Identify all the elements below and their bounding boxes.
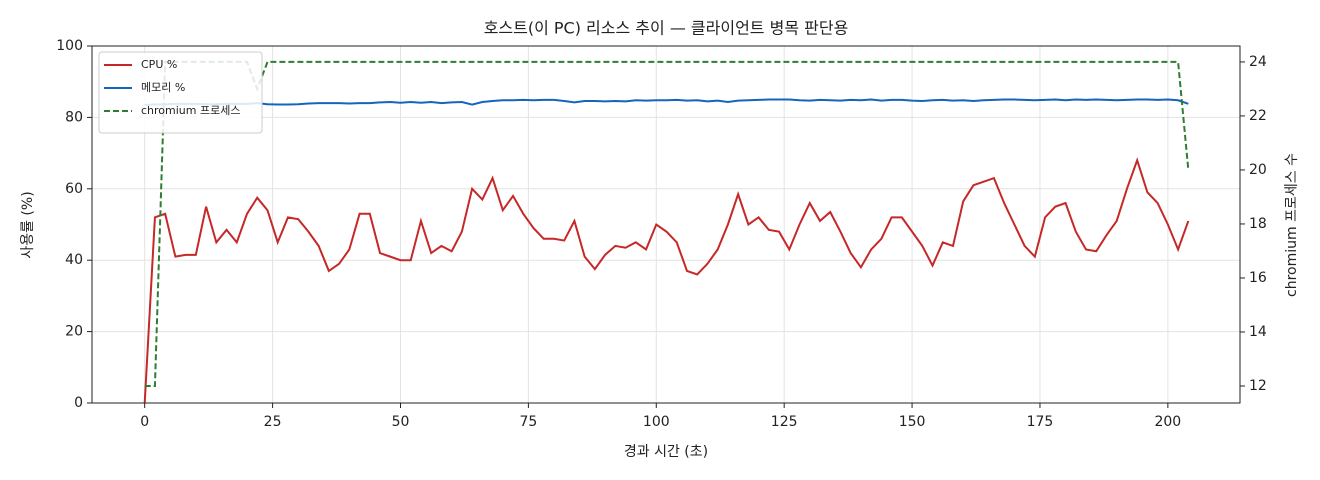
x-tick-label: 175: [1027, 414, 1054, 430]
x-tick-label: 125: [771, 414, 798, 430]
x-tick-label: 200: [1154, 414, 1181, 430]
x-tick-label: 25: [264, 414, 282, 430]
legend-label: chromium 프로세스: [141, 104, 240, 117]
series-line: [144, 98, 1189, 106]
legend-label: 메모리 %: [141, 81, 185, 94]
x-tick-label: 50: [392, 414, 410, 430]
x-tick-label: 100: [643, 414, 670, 430]
plot-frame: [91, 45, 1241, 404]
y2-axis-label: chromium 프로세스 수: [1284, 153, 1300, 297]
y-axis-label: 사용률 (%): [20, 191, 36, 258]
x-tick-label: 0: [140, 414, 149, 430]
y-tick-label: 60: [65, 181, 83, 197]
y2-tick-label: 12: [1249, 378, 1267, 394]
legend-box: [98, 51, 263, 134]
y-tick-label: 0: [74, 395, 83, 411]
x-tick-label: 75: [519, 414, 537, 430]
y2-tick-label: 18: [1249, 216, 1267, 232]
x-axis-label: 경과 시간 (초): [624, 444, 708, 460]
series-line: [143, 157, 1190, 403]
y2-tick-label: 20: [1249, 162, 1267, 178]
y-tick-label: 100: [56, 38, 83, 54]
x-tick-label: 150: [899, 414, 926, 430]
series-line: [144, 60, 1190, 387]
y-tick-label: 40: [65, 252, 83, 268]
y2-tick-label: 22: [1249, 108, 1267, 124]
y2-tick-label: 24: [1249, 54, 1267, 70]
y2-tick-label: 16: [1249, 270, 1267, 286]
y-tick-label: 80: [65, 109, 83, 125]
chart-title: 호스트(이 PC) 리소스 추이 — 클라이언트 병목 판단용: [484, 19, 849, 38]
y-tick-label: 20: [65, 324, 83, 340]
y2-tick-label: 14: [1249, 324, 1267, 340]
legend-label: CPU %: [141, 58, 177, 71]
